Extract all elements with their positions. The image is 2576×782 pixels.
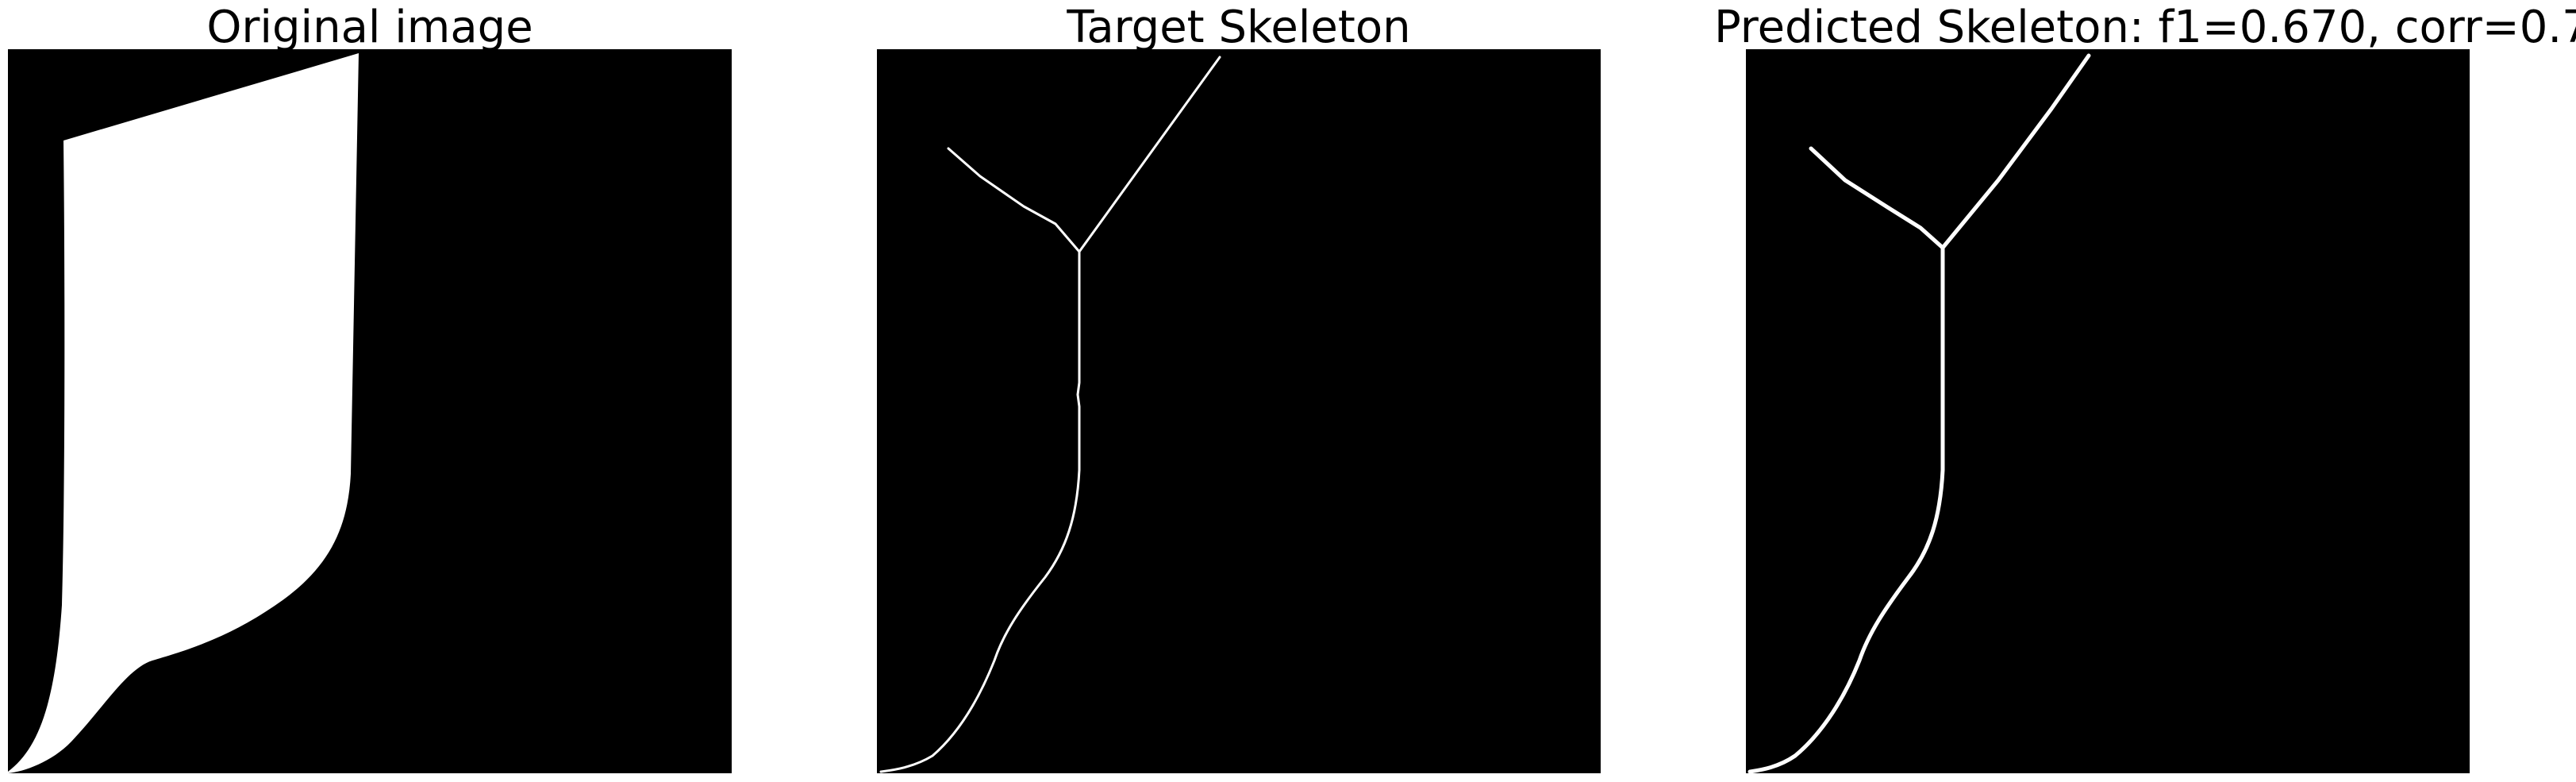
target-skeleton-upper-left-branch: [947, 147, 1081, 253]
target-skeleton-panel: [877, 49, 1601, 773]
predicted-skeleton-upper-right-branch: [1940, 53, 2091, 250]
predicted-skeleton-upper-left-branch: [1809, 146, 1945, 250]
target-skeleton-main-trunk: [879, 250, 1081, 773]
target-skeleton-title: Target Skeleton: [1067, 2, 1411, 53]
predicted-skeleton-title: Predicted Skeleton: f1=0.670, corr=0.709: [1714, 2, 2576, 53]
original-image-canvas: [8, 53, 359, 773]
predicted-skeleton-panel: [1746, 49, 2470, 773]
target-skeleton-upper-right-branch: [1078, 56, 1221, 253]
predicted-skeleton-main-trunk: [1747, 245, 1945, 773]
original-shape: [8, 53, 359, 773]
target-skeleton-canvas: [879, 56, 1221, 773]
predicted-skeleton-canvas: [1747, 53, 2091, 773]
original-image-title: Original image: [206, 2, 533, 53]
original-image-panel: [8, 49, 732, 773]
